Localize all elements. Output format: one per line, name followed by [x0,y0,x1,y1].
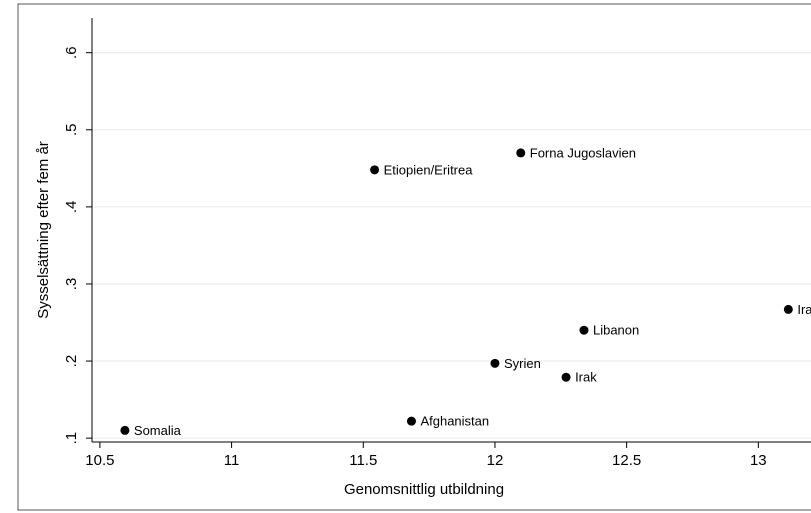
point-label: Libanon [593,323,639,338]
point [783,304,793,314]
x-tick-label: 11.5 [349,452,377,469]
x-tick-label: 12.5 [612,452,641,469]
point-label: Forna Jugoslavien [530,145,636,160]
point [370,165,380,175]
point-label: Syrien [504,356,541,371]
x-tick-label: 11 [224,452,240,469]
y-tick-label: .1 [63,432,80,445]
x-tick-label: 10.5 [85,452,114,469]
point [406,416,416,426]
point [120,425,130,435]
point-label: Etiopien/Eritrea [384,162,474,177]
y-axis-title: Sysselsättning efter fem år [35,141,52,319]
y-tick-label: .6 [63,46,80,59]
point-label: Somalia [134,423,182,438]
x-tick-label: 12 [487,452,504,469]
point-label: Ira [797,302,811,317]
chart-frame [17,3,811,511]
y-tick-label: .3 [63,278,80,291]
point-label: Afghanistan [420,414,489,429]
x-axis-title: Genomsnittlig utbildning [344,481,504,498]
y-tick-label: .2 [63,355,80,368]
point [490,358,500,368]
y-tick-label: .4 [63,201,80,214]
point [579,325,589,335]
point-label: Irak [575,370,597,385]
x-tick-label: 13 [750,452,767,469]
point [561,372,571,382]
y-tick-label: .5 [63,124,80,137]
point [516,148,526,158]
